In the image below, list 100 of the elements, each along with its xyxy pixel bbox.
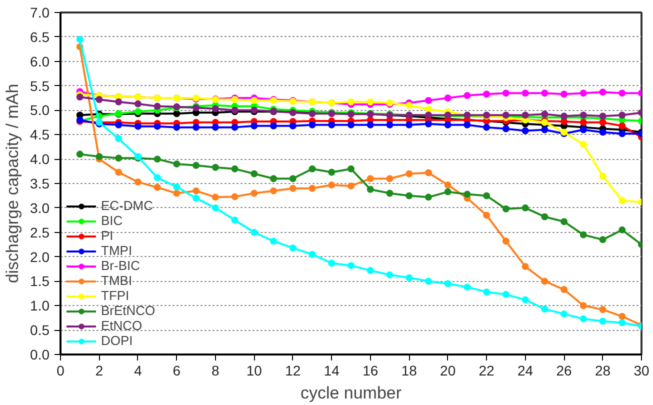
y-axis-title: dischagrge capacity / mAh [3, 84, 22, 284]
point [366, 121, 374, 128]
legend-label: PI [101, 228, 114, 243]
x-tick-label: 14 [324, 362, 340, 378]
point [541, 90, 548, 97]
point [289, 122, 296, 130]
point [348, 182, 354, 190]
y-tick-label: 6.5 [30, 28, 50, 45]
point [406, 102, 413, 109]
point [599, 172, 606, 180]
point [115, 135, 122, 142]
point [560, 218, 568, 226]
y-tick-label: 5.5 [30, 78, 50, 94]
point [173, 160, 180, 168]
point [231, 193, 238, 200]
point [328, 121, 336, 128]
point [618, 312, 626, 320]
point [154, 184, 161, 191]
point [444, 181, 452, 188]
point [502, 238, 510, 245]
x-tick-label: 16 [362, 362, 378, 378]
point [386, 175, 394, 182]
point [483, 192, 490, 200]
point [424, 194, 432, 201]
point [115, 154, 122, 162]
point [541, 110, 548, 118]
point [76, 150, 84, 158]
x-axis-title: cycle number [300, 384, 402, 402]
x-tick-label: 26 [556, 362, 572, 378]
point [502, 125, 510, 132]
point [76, 36, 84, 43]
legend-label: EtNCO [101, 318, 142, 333]
point [541, 306, 548, 313]
point [502, 205, 510, 212]
point [76, 94, 84, 101]
y-tick-label: 1.0 [30, 298, 50, 314]
y-tick-label: 0.0 [30, 346, 50, 362]
x-tick-label: 4 [134, 362, 142, 378]
point [134, 122, 142, 130]
legend-label: Br-BIC [101, 258, 140, 273]
point [348, 262, 354, 270]
point [618, 319, 626, 326]
point [483, 288, 490, 296]
point [406, 274, 413, 282]
y-tick-label: 3.0 [30, 200, 50, 216]
point [502, 90, 510, 97]
point [386, 271, 394, 278]
point [134, 178, 142, 186]
point [134, 100, 142, 108]
point [580, 302, 587, 310]
point [599, 236, 606, 244]
point [192, 162, 200, 169]
point [599, 318, 606, 325]
point [424, 278, 432, 285]
point [96, 153, 103, 160]
point [464, 190, 471, 198]
point [580, 140, 587, 148]
point [96, 96, 103, 103]
point [154, 156, 161, 163]
legend-label: DOPI [101, 333, 133, 348]
y-tick-label: 6.0 [30, 53, 50, 70]
point [618, 122, 626, 130]
point [464, 92, 471, 100]
point [386, 121, 394, 128]
legend-label: TFPI [101, 288, 130, 303]
point [289, 175, 296, 182]
point [366, 186, 374, 193]
point [270, 238, 278, 245]
legend-label: EC-DMC [101, 198, 153, 213]
point [328, 168, 336, 176]
x-tick-label: 28 [594, 362, 611, 378]
point [212, 164, 219, 171]
point [348, 98, 354, 106]
point [250, 228, 258, 236]
x-tick-label: 22 [478, 362, 495, 378]
point [580, 112, 587, 119]
point [231, 165, 238, 172]
point [522, 263, 529, 270]
point [308, 184, 316, 192]
point [366, 98, 374, 106]
point [231, 216, 238, 224]
point [541, 126, 548, 134]
point [599, 306, 606, 314]
legend-label: BIC [101, 213, 123, 228]
point [618, 112, 626, 119]
y-tick-label: 4.5 [30, 126, 50, 143]
legend-label: TMBI [101, 273, 132, 288]
point [406, 170, 413, 178]
point [424, 106, 432, 113]
point [270, 187, 278, 194]
point [599, 128, 606, 136]
point [115, 121, 122, 128]
point [212, 194, 219, 201]
point [154, 102, 161, 110]
x-tick-label: 24 [518, 362, 534, 378]
point [212, 124, 219, 131]
point [464, 121, 471, 128]
x-tick-label: 8 [212, 362, 220, 378]
point [444, 188, 452, 196]
point [212, 204, 219, 212]
